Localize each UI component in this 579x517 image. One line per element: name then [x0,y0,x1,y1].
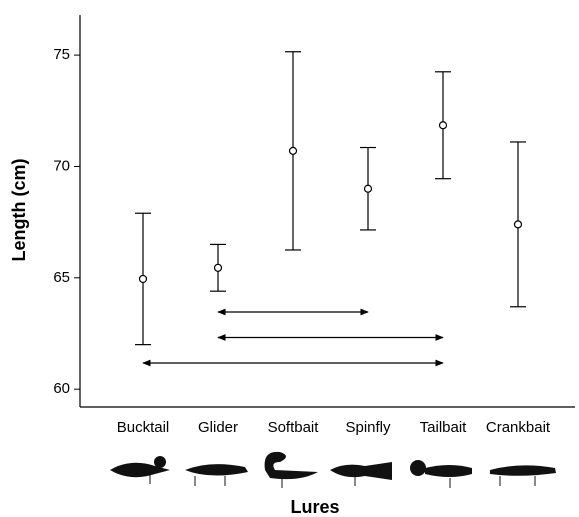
mean-point [290,147,297,154]
x-tick-label: Bucktail [117,419,170,436]
x-tick-label: Softbait [268,419,320,436]
y-tick-label: 75 [53,46,70,63]
x-tick-label: Spinfly [345,419,391,436]
y-axis-title: Length (cm) [9,159,29,262]
x-tick-label: Crankbait [486,419,551,436]
y-tick-label: 70 [53,157,70,174]
softbait-icon [265,452,318,488]
mean-point [440,122,447,129]
x-axis-title: Lures [290,497,339,517]
glider-icon [185,464,248,486]
crankbait-icon [490,465,556,486]
x-tick-label: Tailbait [420,419,468,436]
tailbait-icon [410,460,472,488]
y-tick-label: 60 [53,380,70,397]
chart: Length (cm) Lures 60 65 70 75 Bucktail Glider… [0,0,579,517]
bucktail-icon [110,456,170,484]
x-tick-label: Glider [198,419,238,436]
mean-point [140,275,147,282]
mean-point [515,221,522,228]
spinfly-icon [330,462,392,486]
mean-point [365,185,372,192]
y-tick-label: 65 [53,269,70,286]
mean-point [215,264,222,271]
lure-icons [110,452,556,488]
